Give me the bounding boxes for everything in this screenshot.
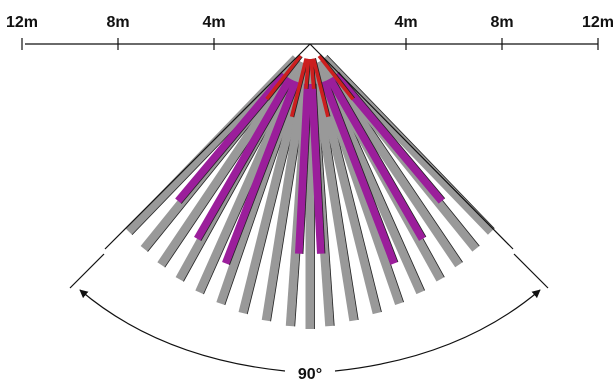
scale-tick-label: 12m — [6, 14, 38, 31]
inner-beam-segment — [311, 58, 331, 118]
cone-left-edge — [104, 43, 311, 250]
outer-beam-segment — [317, 58, 463, 268]
inner-zone-beams — [265, 54, 355, 118]
middle-beam-edge — [229, 82, 300, 265]
inner-beam-4 — [311, 57, 331, 118]
middle-beam-6 — [326, 76, 427, 241]
middle-beam-segment — [326, 76, 426, 241]
middle-beam-edge — [333, 76, 427, 238]
outer-beam-18 — [320, 54, 495, 235]
outer-beam-segment — [216, 61, 308, 306]
angle-right-leader — [513, 253, 549, 289]
inner-beam-segment — [289, 58, 309, 118]
middle-beam-5 — [320, 79, 399, 265]
middle-beam-edge — [338, 71, 446, 199]
outer-beam-segment — [308, 63, 359, 322]
scale-tick-label: 8m — [490, 14, 513, 31]
middle-beam-7 — [332, 71, 446, 204]
inner-beam-edge — [320, 54, 355, 99]
middle-beam-segment — [308, 83, 325, 254]
inner-beam-0 — [265, 54, 303, 101]
angle-left-leader — [69, 253, 105, 289]
outer-beam-segment — [320, 55, 495, 235]
middle-zone-beams — [175, 71, 446, 265]
inner-beam-segment — [317, 54, 355, 101]
middle-beam-segment — [194, 76, 294, 241]
outer-beam-segment — [238, 62, 310, 315]
outer-beam-segment — [125, 55, 300, 235]
inner-beam-edge — [268, 56, 303, 101]
middle-beam-segment — [332, 72, 445, 204]
scale-ticks: 12m 8m 4m 4m 8m 12m — [6, 14, 614, 50]
outer-beam-segment — [157, 58, 303, 268]
inner-beam-segment — [304, 58, 311, 90]
middle-beam-segment — [175, 72, 288, 204]
inner-beam-edge — [315, 57, 331, 117]
outer-beam-segment — [310, 62, 382, 315]
angle-arc-right — [334, 289, 541, 372]
inner-beam-5 — [317, 54, 355, 101]
scale-tick-label: 12m — [582, 14, 614, 31]
inner-beam-segment — [309, 58, 316, 90]
angle-arc-left — [79, 289, 286, 372]
cone-right-edge — [309, 43, 514, 250]
middle-beam-segment — [295, 83, 312, 254]
middle-beam-edge — [327, 79, 399, 263]
distance-scale-bar: 12m 8m 4m 4m 8m 12m — [6, 14, 614, 50]
outer-beam-edge — [326, 54, 495, 229]
middle-beam-4 — [308, 83, 326, 254]
inner-beam-segment — [265, 54, 303, 101]
middle-beam-2 — [222, 79, 300, 265]
middle-beam-edge — [200, 80, 294, 242]
outer-beam-segment — [312, 61, 404, 306]
middle-beam-1 — [194, 76, 294, 242]
middle-beam-segment — [320, 79, 398, 265]
outer-beam-segment — [261, 63, 312, 322]
scale-tick-label: 4m — [202, 14, 225, 31]
scale-tick-label: 4m — [394, 14, 417, 31]
scale-tick-label: 8m — [106, 14, 129, 31]
angle-label: 90° — [298, 366, 322, 383]
angle-indicator: 90° — [69, 253, 549, 383]
middle-beam-segment — [222, 79, 300, 265]
middle-beam-edge — [315, 83, 326, 254]
